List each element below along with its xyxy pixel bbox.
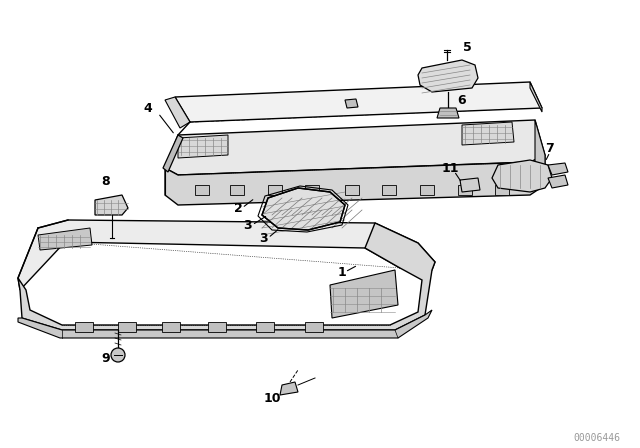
Polygon shape	[162, 322, 180, 332]
Polygon shape	[420, 185, 434, 195]
Circle shape	[111, 348, 125, 362]
Polygon shape	[345, 99, 358, 108]
Polygon shape	[262, 188, 345, 230]
Polygon shape	[330, 270, 398, 318]
Polygon shape	[163, 135, 183, 172]
Polygon shape	[175, 82, 542, 122]
Polygon shape	[75, 322, 93, 332]
Polygon shape	[195, 185, 209, 195]
Polygon shape	[118, 322, 136, 332]
Text: 8: 8	[102, 175, 110, 188]
Polygon shape	[165, 155, 545, 205]
Polygon shape	[418, 60, 478, 92]
Polygon shape	[345, 185, 359, 195]
Polygon shape	[462, 122, 514, 145]
Text: 1: 1	[338, 266, 346, 279]
Polygon shape	[165, 120, 545, 175]
Polygon shape	[280, 382, 298, 395]
Polygon shape	[437, 108, 459, 118]
Polygon shape	[548, 163, 568, 175]
Polygon shape	[382, 185, 396, 195]
Text: 2: 2	[234, 202, 243, 215]
Polygon shape	[458, 185, 472, 195]
Text: 3: 3	[260, 232, 268, 245]
Polygon shape	[305, 322, 323, 332]
Polygon shape	[18, 310, 432, 338]
Polygon shape	[178, 135, 228, 158]
Text: 6: 6	[458, 94, 467, 107]
Polygon shape	[230, 185, 244, 195]
Polygon shape	[165, 97, 190, 128]
Text: 5: 5	[463, 40, 472, 53]
Polygon shape	[548, 175, 568, 188]
Text: 4: 4	[143, 102, 152, 115]
Polygon shape	[495, 185, 509, 195]
Polygon shape	[460, 178, 480, 192]
Polygon shape	[305, 185, 319, 195]
Polygon shape	[256, 322, 274, 332]
Polygon shape	[530, 82, 542, 112]
Text: 10: 10	[263, 392, 281, 405]
Text: 7: 7	[546, 142, 554, 155]
Polygon shape	[492, 160, 552, 192]
Text: 3: 3	[244, 219, 252, 232]
Polygon shape	[535, 120, 545, 185]
Polygon shape	[18, 223, 435, 330]
Polygon shape	[38, 228, 92, 250]
Polygon shape	[95, 195, 128, 215]
Polygon shape	[18, 220, 435, 290]
Text: 11: 11	[441, 161, 459, 175]
Polygon shape	[208, 322, 226, 332]
Text: 00006446: 00006446	[573, 433, 621, 443]
Polygon shape	[268, 185, 282, 195]
Text: 9: 9	[102, 352, 110, 365]
